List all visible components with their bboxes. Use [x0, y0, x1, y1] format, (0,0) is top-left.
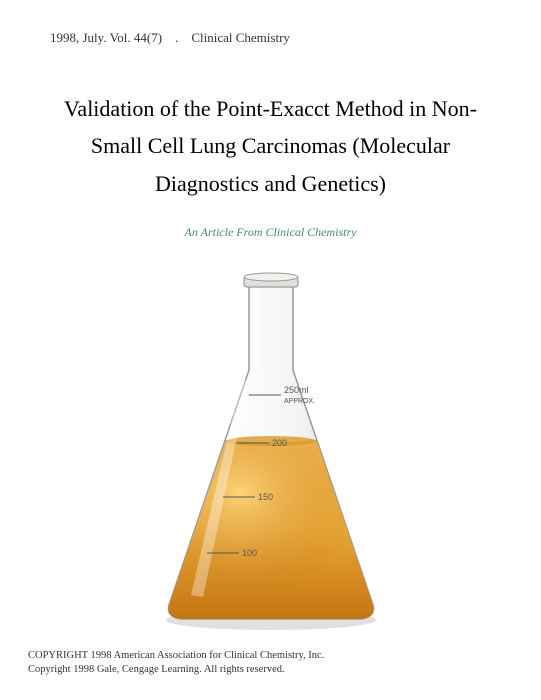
copyright-line-1: COPYRIGHT 1998 American Association for … [28, 649, 324, 664]
mark-250: 250ml [284, 385, 309, 395]
neck-highlight [253, 290, 259, 368]
flask-svg: 250ml APPROX. 200 150 100 [141, 265, 401, 635]
mark-100: 100 [242, 548, 257, 558]
header-citation: 1998, July. Vol. 44(7) . Clinical Chemis… [50, 30, 290, 46]
copyright-line-2: Copyright 1998 Gale, Cengage Learning. A… [28, 663, 324, 678]
copyright-footer: COPYRIGHT 1998 American Association for … [28, 649, 324, 678]
journal-name: Clinical Chemistry [191, 30, 290, 45]
separator: . [175, 30, 178, 45]
issue-text: 1998, July. Vol. 44(7) [50, 30, 162, 45]
article-subtitle: An Article From Clinical Chemistry [0, 225, 541, 240]
mark-approx: APPROX. [284, 398, 315, 405]
mark-150: 150 [258, 492, 273, 502]
liquid-surface [226, 436, 316, 446]
flask-opening [244, 273, 298, 281]
mark-200: 200 [272, 438, 287, 448]
article-title: Validation of the Point-Exacct Method in… [40, 90, 501, 202]
flask-illustration: 250ml APPROX. 200 150 100 [141, 265, 401, 635]
